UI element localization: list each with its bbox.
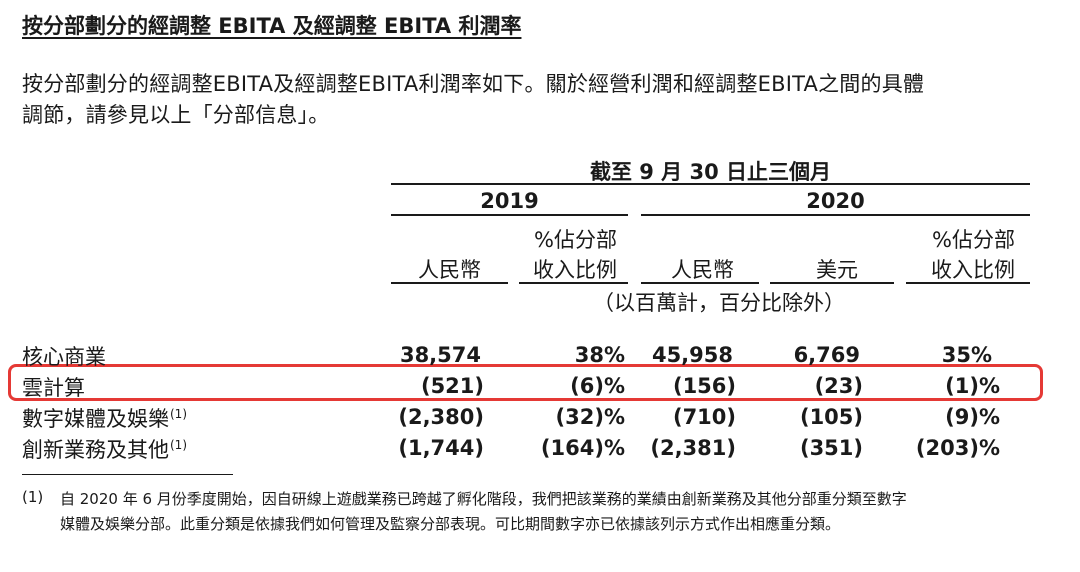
rule-col-3 [641, 282, 759, 284]
footnote-line-2: 媒體及娛樂分部。此重分類是依據我們如何管理及監察分部表現。可比期間數字亦已依據該… [60, 515, 841, 533]
cell-pct-2019: (164)% [540, 436, 625, 460]
period-header: 截至 9 月 30 日止三個月 [589, 160, 832, 184]
rule-2020 [641, 214, 1030, 216]
col-header-pct-2019-line2: 收入比例 [533, 258, 617, 282]
footnote-ref: (1) [170, 407, 187, 421]
row-label: 雲計算 [22, 376, 85, 400]
cell-rmb-2020: (156) [672, 374, 736, 398]
cell-rmb-2019: (1,744) [398, 436, 484, 460]
section-title: 按分部劃分的經調整 EBITA 及經調整 EBITA 利潤率 [22, 14, 522, 38]
unit-note: （以百萬計，百分比除外） [593, 291, 845, 315]
row-label: 核心商業 [22, 345, 106, 369]
rule-col-2 [519, 282, 628, 284]
cell-usd-2020: (351) [799, 436, 863, 460]
cell-rmb-2020: (2,381) [650, 436, 736, 460]
year-2019-header: 2019 [480, 189, 539, 213]
cell-usd-2020: (23) [814, 374, 863, 398]
row-label: 數字媒體及娛樂(1) [22, 403, 187, 433]
col-header-usd-2020: 美元 [816, 258, 858, 282]
cell-pct-2020: (1)% [945, 374, 1000, 398]
footnote-marker: (1) [22, 488, 44, 506]
footnote-ref: (1) [170, 438, 187, 452]
year-2020-header: 2020 [806, 189, 865, 213]
cell-usd-2020: 6,769 [793, 343, 860, 367]
cell-pct-2019: (6)% [570, 374, 625, 398]
cell-pct-2020: (203)% [915, 436, 1000, 460]
cell-pct-2020: 35% [941, 343, 992, 367]
cell-pct-2019: 38% [574, 343, 625, 367]
intro-line-2: 調節，請參見以上「分部信息」。 [22, 103, 330, 127]
cloud-row-highlight [8, 364, 1043, 401]
row-label: 創新業務及其他(1) [22, 434, 187, 464]
cell-pct-2020: (9)% [945, 405, 1000, 429]
cell-rmb-2020: 45,958 [651, 343, 733, 367]
rule-col-1 [391, 282, 508, 284]
col-header-pct-2020-line1: %佔分部 [932, 228, 1015, 252]
rule-col-5 [906, 282, 1030, 284]
rule-period [391, 183, 1030, 185]
row-label-text: 數字媒體及娛樂 [22, 407, 169, 431]
col-header-rmb-2019: 人民幣 [418, 258, 481, 282]
cell-rmb-2019: 38,574 [399, 343, 481, 367]
footnote-rule [22, 474, 233, 475]
cell-rmb-2019: (2,380) [398, 405, 484, 429]
cell-pct-2019: (32)% [555, 405, 625, 429]
intro-line-1: 按分部劃分的經調整EBITA及經調整EBITA利潤率如下。關於經營利潤和經調整E… [22, 72, 925, 96]
cell-rmb-2019: (521) [420, 374, 484, 398]
col-header-rmb-2020: 人民幣 [671, 258, 734, 282]
cell-rmb-2020: (710) [672, 405, 736, 429]
rule-col-4 [770, 282, 894, 284]
row-label-text: 創新業務及其他 [22, 438, 169, 462]
footnote-line-1: 自 2020 年 6 月份季度開始，因自研線上遊戲業務已跨越了孵化階段，我們把該… [60, 490, 907, 508]
col-header-pct-2020-line2: 收入比例 [931, 258, 1015, 282]
col-header-pct-2019-line1: %佔分部 [534, 228, 617, 252]
cell-usd-2020: (105) [799, 405, 863, 429]
rule-2019 [391, 214, 628, 216]
